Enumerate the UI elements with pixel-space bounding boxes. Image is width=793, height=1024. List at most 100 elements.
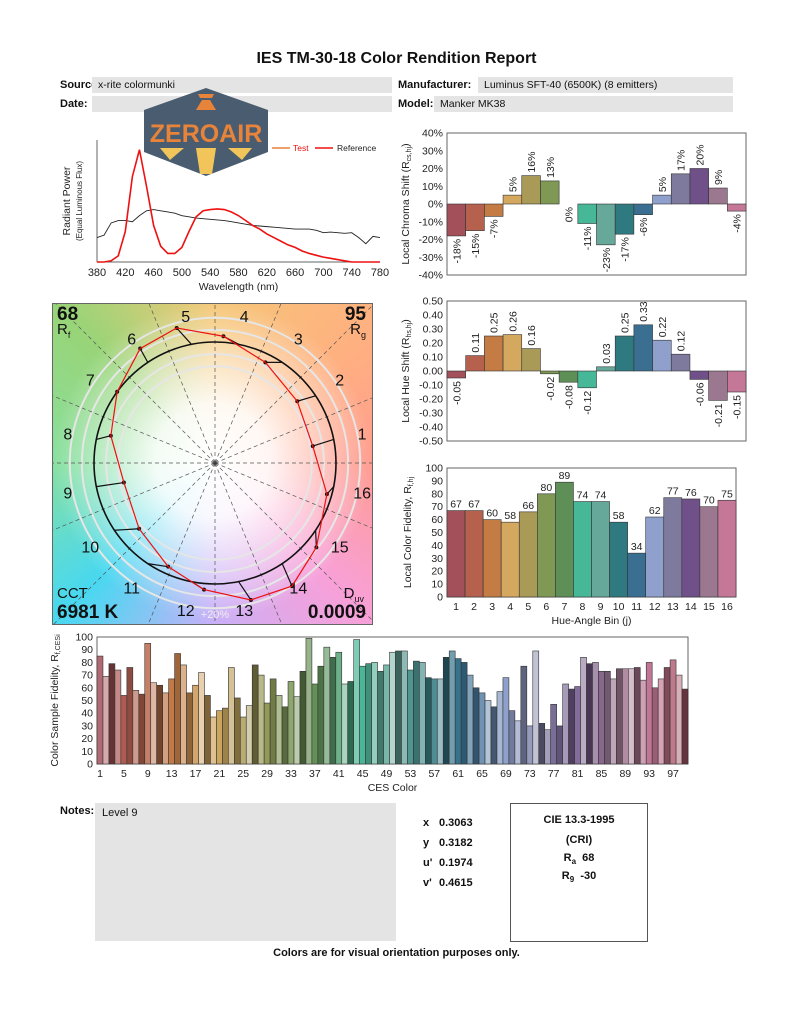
x-tick-label: 6 [543,601,549,613]
data-label: -0.05 [451,381,463,405]
data-label: 74 [577,490,589,502]
y-tick-label: 30% [422,145,443,157]
data-label: -15% [470,234,482,259]
y-tick-label: 0.40 [423,310,444,322]
data-label: -17% [620,237,632,262]
y-tick-label: -0.50 [419,436,443,448]
bar-56 [425,677,432,765]
y-tick-label: 0% [428,199,443,211]
y-axis-sublabel: (Equal Luminous Flux) [75,161,84,241]
y-tick-label: 10 [81,746,93,758]
bar-59 [442,657,450,765]
source-field[interactable]: x-rite colormunki [92,77,392,93]
bar-15 [708,187,728,205]
bar-11 [156,684,163,765]
bar-14 [174,653,181,765]
footer-note: Colors are for visual orientation purpos… [273,947,520,959]
bin-boundary-line [53,395,216,464]
bin-label-12: 12 [177,603,195,620]
bar-3 [484,203,504,217]
bar-8 [573,501,592,598]
bar-2 [464,510,484,598]
x-tick-label: 16 [721,601,733,613]
x-tick-label: 2 [471,601,477,613]
y-tick-label: 0 [437,592,443,604]
bar-12 [652,194,672,205]
bar-1 [446,510,466,598]
bar-9 [596,366,616,372]
bar-13 [663,497,683,598]
bar-14 [689,370,709,380]
manufacturer-field[interactable]: Luminus SFT-40 (6500K) (8 emitters) [478,77,733,93]
data-label: 0.26 [507,311,519,332]
local-chroma-shift-chart: -40% -30% -20% -10% 0% 10% 20% 30% 40% -18% -15% -7… [400,128,747,282]
bar-5 [521,175,541,205]
bar-4 [500,521,520,598]
x-axis-label: Hue-Angle Bin (j) [552,615,632,627]
bin-boundary-line [53,462,216,624]
y-tick-label: -20% [418,234,443,246]
bar-1 [446,370,466,379]
bar-6 [537,493,556,598]
bar-47 [371,662,378,765]
bar-15 [180,664,187,765]
y-tick-label: 80 [431,488,443,500]
bar-32 [281,706,289,765]
duv-label: Duv [343,585,364,604]
bar-5 [518,511,538,598]
bar-43 [347,681,354,765]
center-mark: + [212,459,218,470]
notes-field[interactable]: Level 9 [95,803,396,941]
x-tick-label: 420 [116,267,134,279]
shift-arrow-10 [114,528,140,531]
cri-box: CIE 13.3-1995 (CRI) Ra 68 R9 -30 [510,803,648,942]
model-field[interactable]: Manker MK38 [434,96,733,112]
data-label: -0.21 [713,403,725,427]
bin-boundary-line [55,304,216,464]
bar-26 [245,705,253,765]
x-tick-label: 1 [97,768,103,780]
data-label: 5% [507,177,519,192]
y-tick-label: 20 [431,566,443,578]
bar-15 [708,370,728,401]
x-tick-label: 12 [649,601,661,613]
data-label: 89 [559,470,571,482]
bar-5 [521,348,541,372]
bar-98 [675,674,683,765]
bar-2 [465,203,485,231]
shift-arrow-9 [96,481,124,488]
bin-label-13: 13 [235,603,253,620]
x-tick-label: 540 [201,267,219,279]
y-tick-label: 30 [81,720,93,732]
bar-97 [669,659,677,765]
x-tick-label: 500 [173,267,191,279]
bin-label-8: 8 [63,427,72,444]
bar-9 [144,643,152,765]
y-tick-label: 30 [431,553,443,565]
zeroair-logo: ZEROAIR [144,88,268,176]
bar-85 [598,670,605,765]
bar-35 [299,670,307,765]
bar-6 [540,370,560,375]
ring-label: +20% [201,609,230,621]
data-label: 0.25 [489,312,501,333]
x-tick-label: 700 [314,267,332,279]
bar-39 [323,646,331,765]
bar-94 [651,687,659,765]
data-label: -0.08 [563,385,575,409]
y-tick-label: 90 [81,644,93,656]
bar-7 [132,690,140,765]
bar-2 [102,676,110,765]
x-tick-label: 13 [667,601,679,613]
bar-13 [670,173,691,205]
bar-78 [556,725,563,765]
y-tick-label: 100 [425,463,443,475]
x-tick-label: 14 [685,601,697,613]
bar-10 [150,682,157,765]
bar-87 [610,678,617,765]
x-tick-label: 15 [703,601,715,613]
shift-arrow-13 [238,581,252,601]
x-axis-label: CES Color [368,782,418,794]
data-label: -11% [582,227,594,251]
